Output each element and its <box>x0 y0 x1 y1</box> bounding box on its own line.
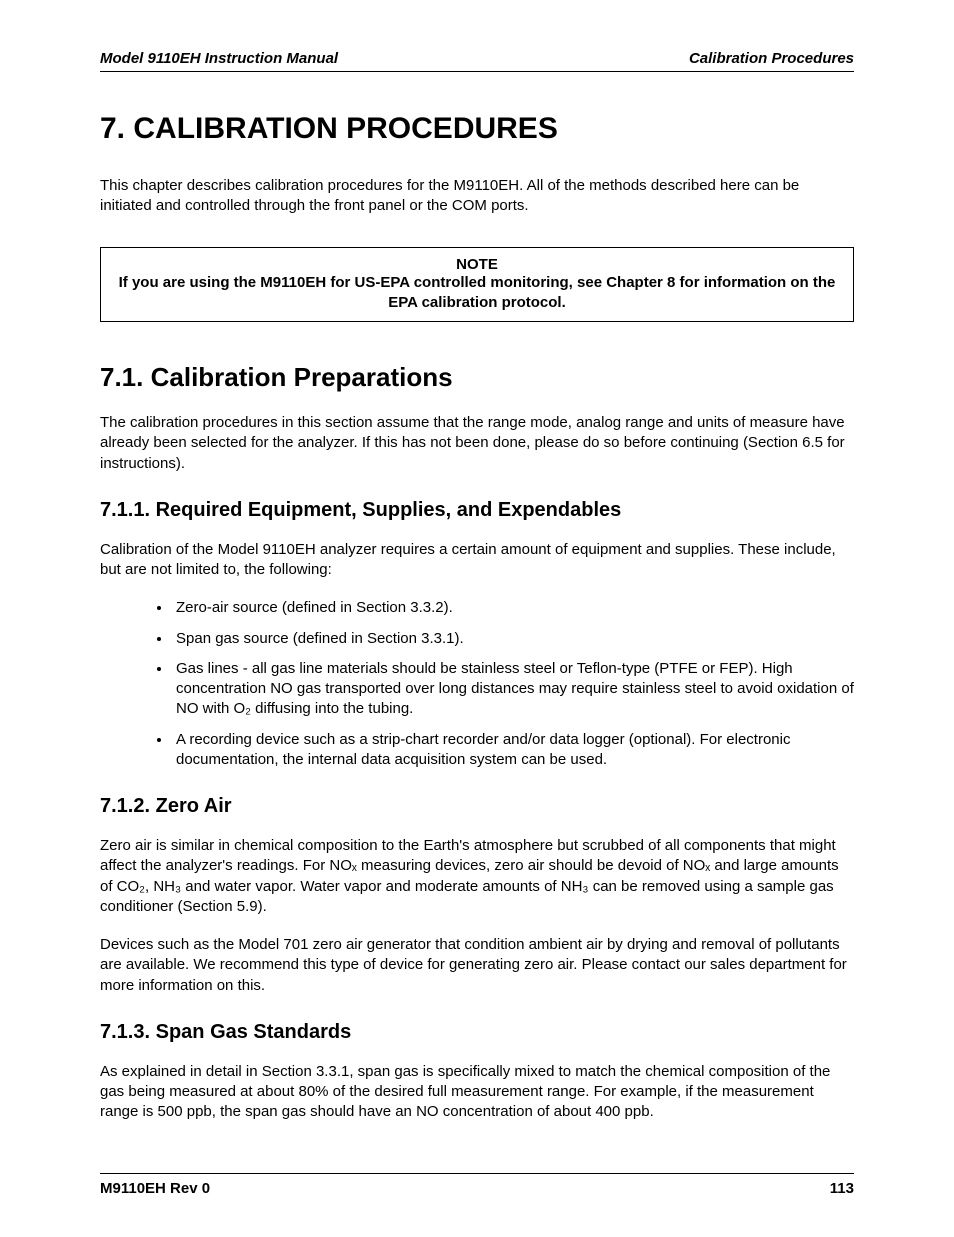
chapter-title-text: CALIBRATION PROCEDURES <box>133 112 557 145</box>
subsection-title-text: Span Gas Standards <box>156 1021 352 1043</box>
subsection-number: 7.1.2. <box>100 795 150 817</box>
section-7-1-intro: The calibration procedures in this secti… <box>100 413 854 474</box>
section-7-1-2-p2: Devices such as the Model 701 zero air g… <box>100 935 854 996</box>
section-7-1-title: 7.1. Calibration Preparations <box>100 362 854 393</box>
section-7-1-3-p1: As explained in detail in Section 3.3.1,… <box>100 1062 854 1123</box>
footer-page-number: 113 <box>830 1180 854 1197</box>
section-7-1-1-title: 7.1.1. Required Equipment, Supplies, and… <box>100 499 854 522</box>
page-footer: M9110EH Rev 0 113 <box>100 1173 854 1197</box>
note-box: NOTE If you are using the M9110EH for US… <box>100 247 854 323</box>
subsection-title-text: Zero Air <box>156 795 232 817</box>
list-item: Zero-air source (defined in Section 3.3.… <box>172 598 854 618</box>
document-page: Model 9110EH Instruction Manual Calibrat… <box>0 0 954 1237</box>
chapter-title: 7. CALIBRATION PROCEDURES <box>100 112 854 146</box>
section-title-text: Calibration Preparations <box>151 362 453 392</box>
list-item: Span gas source (defined in Section 3.3.… <box>172 629 854 649</box>
section-number: 7.1. <box>100 362 143 392</box>
chapter-number: 7. <box>100 112 125 145</box>
header-left: Model 9110EH Instruction Manual <box>100 50 338 67</box>
page-header: Model 9110EH Instruction Manual Calibrat… <box>100 50 854 72</box>
list-item: Gas lines - all gas line materials shoul… <box>172 659 854 720</box>
section-7-1-2-title: 7.1.2. Zero Air <box>100 795 854 818</box>
subsection-number: 7.1.3. <box>100 1021 150 1043</box>
note-label: NOTE <box>111 256 843 273</box>
equipment-list: Zero-air source (defined in Section 3.3.… <box>100 598 854 770</box>
header-right: Calibration Procedures <box>689 50 854 67</box>
list-item: A recording device such as a strip-chart… <box>172 730 854 771</box>
subsection-title-text: Required Equipment, Supplies, and Expend… <box>156 499 622 521</box>
footer-left: M9110EH Rev 0 <box>100 1180 210 1197</box>
section-7-1-2-p1: Zero air is similar in chemical composit… <box>100 836 854 917</box>
chapter-intro: This chapter describes calibration proce… <box>100 176 854 217</box>
subsection-number: 7.1.1. <box>100 499 150 521</box>
note-text: If you are using the M9110EH for US-EPA … <box>119 274 836 311</box>
section-7-1-3-title: 7.1.3. Span Gas Standards <box>100 1021 854 1044</box>
section-7-1-1-intro: Calibration of the Model 9110EH analyzer… <box>100 540 854 581</box>
